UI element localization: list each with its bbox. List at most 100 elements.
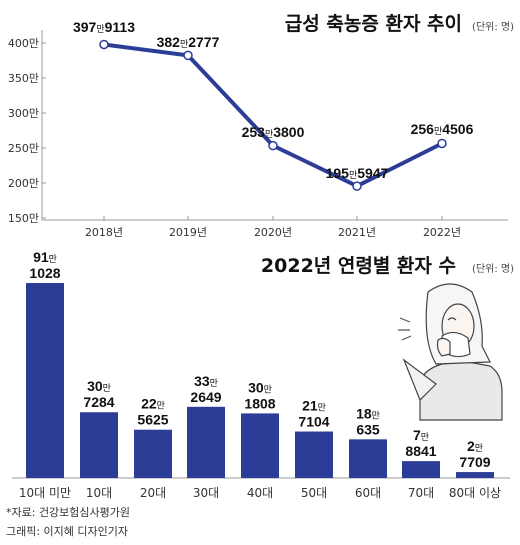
- bar-value-label-top: 22만: [141, 396, 165, 412]
- line-point: [183, 50, 193, 61]
- bar-value-label-bottom: 7104: [298, 414, 329, 430]
- line-value-label-main: 382: [157, 34, 181, 50]
- bar: [26, 283, 64, 478]
- line-chart-title: 급성 축농증 환자 추이: [285, 13, 462, 35]
- bar-value-label-top: 91만: [33, 249, 57, 265]
- line-value-label-main: 195: [326, 165, 350, 181]
- bar: [295, 431, 333, 478]
- bar-value-label-top: 7만: [413, 427, 429, 443]
- bar-value-label-top-main: 2: [467, 438, 475, 454]
- line-value-label-unit: 만: [265, 129, 273, 140]
- source-note: *자료: 건강보험심사평가원: [6, 506, 130, 519]
- bar-value-label-top-unit: 만: [372, 410, 380, 421]
- bar-x-tick-label: 20대: [140, 486, 166, 500]
- bar-value-label-top-main: 18: [356, 405, 372, 421]
- bar-x-tick-label: 70대: [408, 486, 434, 500]
- bar-chart-unit: (단위: 명): [472, 262, 514, 275]
- line-x-tick-label: 2020년: [254, 226, 292, 239]
- sneeze-lines: [398, 317, 412, 341]
- bar-value-label-top-main: 91: [33, 249, 49, 265]
- bar-x-ticks: 10대 미만 10대 20대 30대 40대 50대 60대 70대 80대 이상: [19, 486, 501, 500]
- line-value-label-main: 397: [73, 19, 97, 35]
- bar: [187, 406, 225, 478]
- bar-x-tick-label: 10대 미만: [19, 486, 71, 500]
- bar-value-label-top: 21만: [302, 398, 326, 414]
- bar-series: [26, 283, 494, 478]
- bar: [402, 461, 440, 478]
- bar: [134, 429, 172, 478]
- line-value-label: 195만5947: [326, 165, 389, 181]
- bar-x-tick-label: 50대: [301, 486, 327, 500]
- line-value-label-rest: 5947: [357, 165, 388, 181]
- line-points: [99, 39, 447, 191]
- line-value-label: 256만4506: [411, 121, 474, 137]
- line-value-label: 382만2777: [157, 34, 220, 50]
- line-y-tick-label: 400만: [8, 37, 39, 50]
- bar-value-label-bottom: 7709: [459, 454, 490, 470]
- bar-x-tick-label: 40대: [247, 486, 273, 500]
- line-value-label: 253만3800: [242, 124, 305, 140]
- line-y-tick-label: 150만: [8, 212, 39, 225]
- line-value-label-rest: 3800: [273, 124, 304, 140]
- bar-value-label-top: 2만: [467, 438, 483, 454]
- bar-x-tick-label: 60대: [355, 486, 381, 500]
- bar-value-label-top: 18만: [356, 405, 380, 421]
- bar-value-label-top-main: 30: [87, 378, 103, 394]
- line-y-tick-label: 250만: [8, 142, 39, 155]
- left-arm-shape: [402, 358, 437, 402]
- line-point: [268, 140, 278, 151]
- bar: [456, 472, 494, 478]
- bar: [349, 439, 387, 478]
- bar-value-label-top-unit: 만: [475, 443, 483, 454]
- bar-value-label-bottom: 5625: [137, 412, 168, 428]
- bar-value-label-bottom: 1028: [29, 265, 60, 281]
- bar: [241, 413, 279, 478]
- line-x-ticks: 2018년 2019년 2020년 2021년 2022년: [85, 216, 461, 239]
- line-x-tick-label: 2019년: [169, 226, 207, 239]
- line-value-label-rest: 4506: [442, 121, 473, 137]
- line-point: [437, 138, 447, 149]
- bar-value-label-bottom: 1808: [244, 395, 275, 411]
- line-y-ticks: 400만 350만 300만 250만 200만 150만: [8, 37, 46, 225]
- bar-x-tick-label: 80대 이상: [449, 486, 501, 500]
- bar-value-label-top: 30만: [248, 379, 272, 395]
- line-x-tick-label: 2022년: [423, 226, 461, 239]
- line-value-label-unit: 만: [349, 170, 357, 181]
- line-y-tick-label: 350만: [8, 72, 39, 85]
- bar-value-label-top-unit: 만: [157, 401, 165, 412]
- bar-value-label-bottom: 635: [356, 421, 380, 437]
- bar-value-label-top-main: 21: [302, 398, 318, 414]
- line-point: [352, 181, 362, 191]
- bar-value-label-bottom: 8841: [405, 443, 436, 459]
- bar-value-label-top-main: 33: [194, 373, 210, 389]
- line-point: [99, 39, 109, 50]
- line-chart-unit: (단위: 명): [472, 20, 514, 33]
- bar-value-label-bottom: 7284: [83, 394, 114, 410]
- line-value-label-rest: 9113: [105, 19, 136, 35]
- line-value-label-unit: 만: [434, 126, 442, 137]
- line-value-label-unit: 만: [96, 24, 104, 35]
- bar: [80, 412, 118, 478]
- line-y-tick-label: 300만: [8, 107, 39, 120]
- bar-value-label-top: 30만: [87, 378, 111, 394]
- eye-shape: [447, 317, 457, 321]
- bar-value-label-bottom: 2649: [190, 389, 221, 405]
- graphic-credit: 그래픽: 이지혜 디자인기자: [6, 525, 128, 538]
- sneezing-woman-illustration: [398, 283, 503, 421]
- bar-value-label-top-unit: 만: [210, 378, 218, 389]
- bar-value-label-top: 33만: [194, 373, 218, 389]
- line-value-label-main: 253: [242, 124, 266, 140]
- line-value-label: 397만9113: [73, 19, 135, 35]
- bar-value-label-top-main: 30: [248, 379, 264, 395]
- bar-x-tick-label: 10대: [86, 486, 112, 500]
- bar-chart-title: 2022년 연령별 환자 수: [261, 255, 456, 277]
- line-x-tick-label: 2018년: [85, 226, 123, 239]
- bar-value-label-top-unit: 만: [49, 254, 57, 265]
- bar-x-tick-label: 30대: [193, 486, 219, 500]
- bar-value-label-top-unit: 만: [103, 383, 111, 394]
- line-value-label-rest: 2777: [188, 34, 219, 50]
- line-series: [103, 42, 443, 189]
- bar-value-label-top-unit: 만: [264, 384, 272, 395]
